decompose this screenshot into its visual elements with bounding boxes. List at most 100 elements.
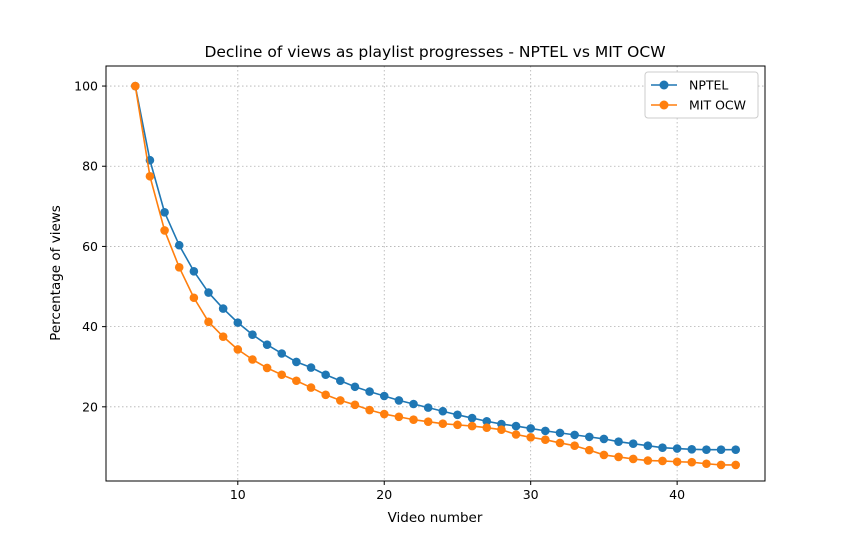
plot-frame (105, 65, 766, 482)
data-point (541, 426, 550, 436)
data-point (731, 445, 741, 455)
data-point (379, 409, 389, 419)
data-point (277, 349, 287, 358)
data-point (614, 452, 623, 462)
data-point (218, 304, 228, 313)
data-point (204, 317, 213, 327)
y-axis-label: Percentage of views (48, 205, 64, 341)
grid (106, 66, 765, 481)
x-tick-label: 30 (523, 487, 539, 502)
data-point (321, 370, 330, 380)
data-point (453, 420, 462, 430)
data-point (438, 406, 448, 416)
data-point (233, 318, 243, 327)
data-point (658, 456, 667, 466)
data-point (292, 376, 301, 386)
data-point (336, 396, 345, 405)
x-axis-label: Video number (388, 510, 483, 526)
data-point (365, 387, 374, 396)
legend-label: NPTEL (689, 78, 728, 93)
y-tick-label: 100 (74, 79, 98, 94)
data-point (438, 419, 448, 428)
data-point (248, 330, 257, 339)
data-point (233, 345, 243, 354)
data-point (702, 445, 711, 455)
series-nptel (130, 81, 741, 455)
data-point (350, 382, 360, 392)
data-point (409, 415, 418, 424)
y-tick-label: 20 (82, 399, 98, 414)
data-point (687, 457, 697, 467)
data-point (702, 459, 711, 469)
legend-box (644, 71, 759, 119)
data-point (306, 363, 316, 372)
data-point (350, 400, 360, 410)
data-point (379, 391, 389, 401)
data-point (526, 424, 535, 433)
data-point (174, 262, 184, 272)
series-line (134, 85, 736, 451)
data-point (628, 454, 638, 464)
legend-label: MIT OCW (689, 98, 746, 113)
data-point (482, 423, 492, 432)
data-point (526, 432, 535, 442)
data-point (145, 171, 155, 181)
series-layer (130, 81, 741, 470)
data-point (716, 460, 726, 470)
data-point (248, 355, 257, 364)
data-point (643, 456, 653, 465)
data-point (189, 266, 199, 276)
data-point (160, 208, 169, 217)
data-point (189, 293, 199, 303)
data-point (584, 432, 594, 442)
x-tick-label: 20 (376, 487, 392, 502)
data-point (277, 370, 287, 380)
x-tick-label: 10 (230, 487, 246, 502)
data-point (555, 438, 565, 448)
data-point (614, 437, 623, 447)
data-point (570, 430, 579, 440)
data-point (467, 413, 477, 423)
data-point (599, 434, 609, 444)
legend-swatch-marker (659, 80, 669, 90)
legend: NPTEL MIT OCW (644, 71, 759, 119)
data-point (570, 441, 579, 451)
data-point (306, 383, 316, 392)
data-point (409, 399, 418, 409)
data-point (511, 421, 521, 431)
data-point (394, 412, 404, 422)
data-point (672, 457, 682, 467)
data-point (511, 430, 521, 439)
y-tick-label: 40 (82, 319, 98, 334)
data-point (555, 428, 565, 438)
data-point (628, 439, 638, 449)
data-point (423, 417, 433, 426)
chart-title: Decline of views as playlist progresses … (204, 43, 665, 61)
data-point (658, 443, 667, 453)
data-point (584, 445, 594, 455)
data-point (643, 441, 653, 451)
legend-swatch-marker (659, 100, 669, 110)
data-point (497, 425, 506, 434)
data-point (423, 403, 433, 412)
data-point (687, 445, 697, 454)
data-point (204, 288, 213, 297)
data-point (174, 240, 184, 250)
data-point (262, 340, 272, 349)
data-point (599, 450, 609, 460)
legend-entry-mit-ocw: MIT OCW (651, 98, 746, 113)
data-point (130, 81, 140, 91)
x-tick-label: 40 (669, 487, 685, 502)
data-point (292, 357, 301, 367)
data-point (394, 396, 404, 405)
data-point (731, 460, 741, 470)
data-point (672, 444, 682, 453)
axis-ticks: 10 20 30 40 20 40 60 80 100 (74, 79, 685, 502)
series-mit-ocw (130, 81, 741, 470)
data-point (262, 363, 272, 373)
data-point (482, 416, 492, 426)
data-point (716, 445, 726, 455)
series-line (134, 85, 736, 466)
data-point (453, 410, 462, 420)
